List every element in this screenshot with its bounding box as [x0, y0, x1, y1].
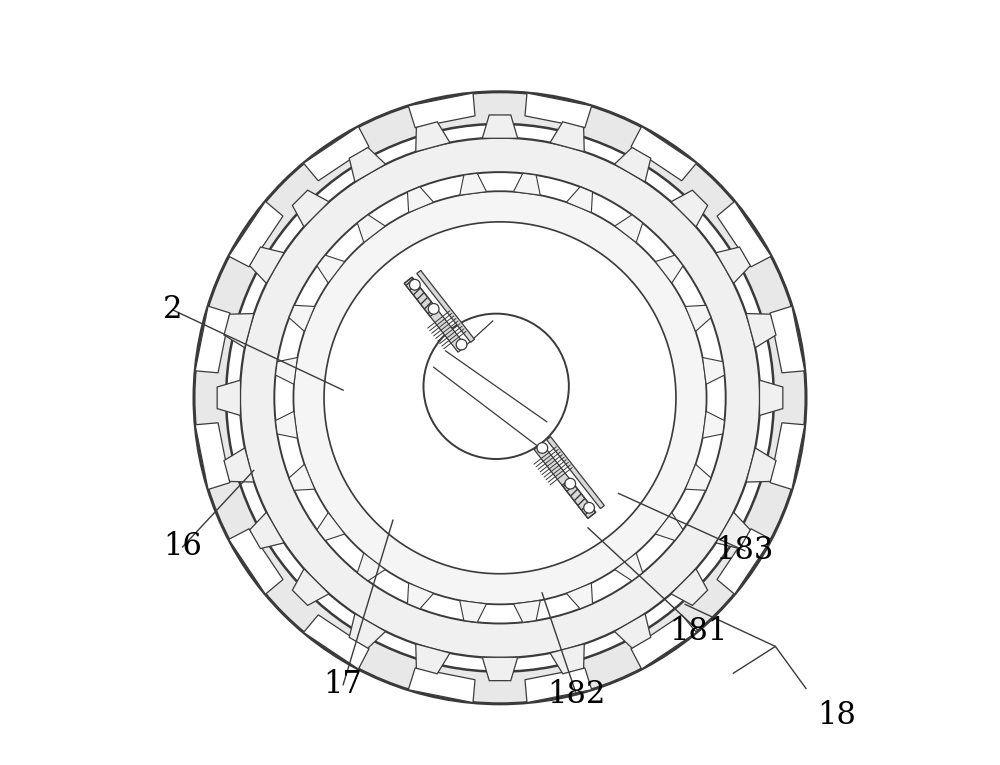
- Polygon shape: [671, 569, 708, 605]
- Polygon shape: [289, 464, 315, 490]
- Polygon shape: [671, 190, 708, 226]
- Polygon shape: [292, 190, 329, 226]
- Circle shape: [456, 339, 467, 350]
- Text: 17: 17: [324, 669, 363, 700]
- Polygon shape: [716, 247, 750, 283]
- Polygon shape: [250, 513, 284, 549]
- Polygon shape: [615, 553, 643, 581]
- Circle shape: [409, 279, 420, 290]
- Circle shape: [274, 172, 726, 623]
- Circle shape: [293, 191, 707, 604]
- Polygon shape: [317, 513, 345, 540]
- Polygon shape: [566, 187, 593, 213]
- Polygon shape: [289, 305, 315, 331]
- Polygon shape: [770, 306, 805, 373]
- Polygon shape: [615, 215, 643, 243]
- Polygon shape: [717, 529, 771, 594]
- Polygon shape: [631, 615, 696, 669]
- Circle shape: [428, 304, 439, 314]
- Polygon shape: [304, 126, 369, 181]
- Polygon shape: [685, 305, 711, 331]
- Polygon shape: [408, 668, 475, 702]
- Polygon shape: [746, 448, 776, 482]
- Text: 16: 16: [163, 532, 202, 562]
- Polygon shape: [482, 115, 518, 138]
- Polygon shape: [759, 380, 783, 415]
- Polygon shape: [716, 513, 750, 549]
- Polygon shape: [407, 187, 434, 213]
- Polygon shape: [460, 174, 486, 195]
- Circle shape: [226, 124, 774, 672]
- Polygon shape: [407, 583, 434, 609]
- Text: 183: 183: [716, 536, 774, 566]
- Polygon shape: [408, 93, 475, 128]
- Polygon shape: [349, 148, 386, 182]
- Polygon shape: [460, 601, 486, 622]
- Polygon shape: [404, 277, 466, 352]
- Polygon shape: [614, 148, 651, 182]
- Circle shape: [565, 478, 576, 489]
- Polygon shape: [317, 256, 345, 283]
- Text: 182: 182: [547, 679, 606, 710]
- Circle shape: [240, 138, 760, 658]
- Polygon shape: [275, 357, 297, 384]
- Polygon shape: [685, 464, 711, 490]
- Polygon shape: [703, 357, 725, 384]
- Circle shape: [537, 443, 548, 454]
- Circle shape: [584, 503, 594, 513]
- Polygon shape: [357, 553, 385, 581]
- Polygon shape: [250, 247, 284, 283]
- Polygon shape: [417, 271, 475, 343]
- Text: 2: 2: [163, 295, 182, 325]
- Polygon shape: [416, 122, 450, 151]
- Circle shape: [194, 92, 806, 704]
- Polygon shape: [717, 201, 771, 267]
- Polygon shape: [525, 668, 592, 702]
- Polygon shape: [550, 122, 584, 151]
- Polygon shape: [655, 256, 683, 283]
- Polygon shape: [229, 201, 283, 267]
- Text: 181: 181: [670, 616, 728, 646]
- Polygon shape: [482, 657, 518, 681]
- Polygon shape: [614, 614, 651, 648]
- Polygon shape: [534, 444, 596, 519]
- Polygon shape: [514, 601, 540, 622]
- Polygon shape: [525, 93, 592, 128]
- Polygon shape: [566, 583, 593, 609]
- Polygon shape: [770, 423, 805, 490]
- Polygon shape: [655, 513, 683, 540]
- Polygon shape: [217, 380, 241, 415]
- Polygon shape: [547, 437, 604, 509]
- Polygon shape: [703, 412, 725, 438]
- Polygon shape: [349, 614, 386, 648]
- Polygon shape: [416, 644, 450, 674]
- Polygon shape: [224, 314, 254, 348]
- Polygon shape: [195, 423, 230, 490]
- Polygon shape: [224, 448, 254, 482]
- Polygon shape: [357, 215, 385, 243]
- Polygon shape: [631, 126, 696, 181]
- Polygon shape: [304, 615, 369, 669]
- Polygon shape: [514, 174, 540, 195]
- Polygon shape: [275, 412, 297, 438]
- Polygon shape: [550, 644, 584, 674]
- Text: 18: 18: [817, 700, 856, 731]
- Polygon shape: [746, 314, 776, 348]
- Circle shape: [424, 314, 569, 459]
- Polygon shape: [229, 529, 283, 594]
- Polygon shape: [195, 306, 230, 373]
- Polygon shape: [292, 569, 329, 605]
- Circle shape: [324, 222, 676, 574]
